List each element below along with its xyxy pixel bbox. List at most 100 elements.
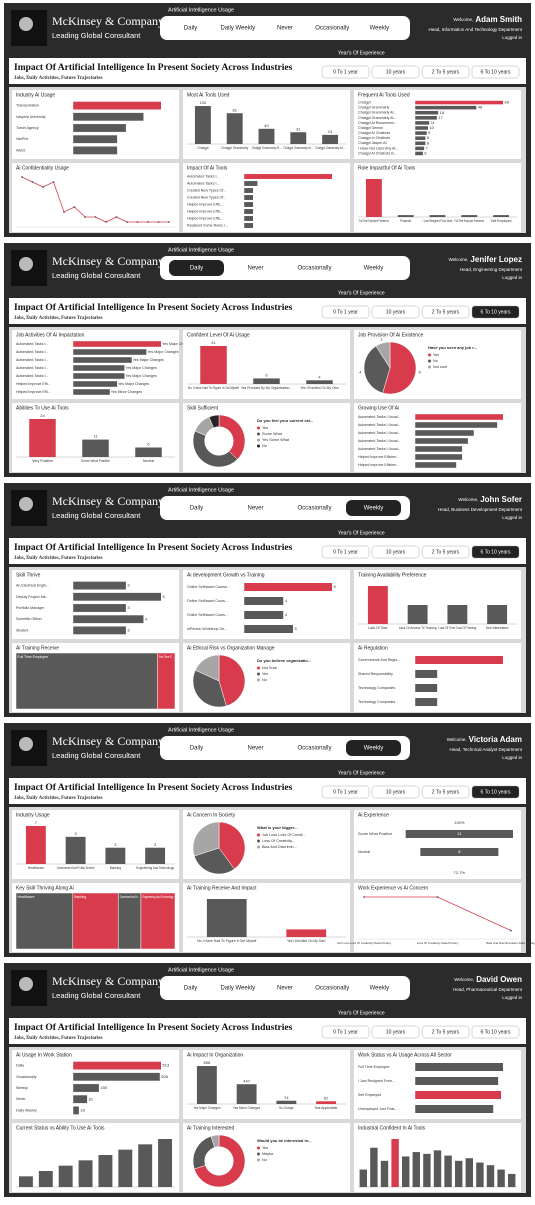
experience-title: Year's Of Experience	[338, 290, 385, 296]
bar	[276, 1100, 297, 1104]
slicer-option[interactable]: Never	[247, 266, 263, 272]
experience-title: Year's Of Experience	[338, 770, 385, 776]
slicer-option[interactable]: Daily	[184, 986, 197, 992]
category-label: Bias And Discrimination Data Privacy	[486, 941, 535, 945]
experience-button[interactable]	[321, 305, 370, 319]
experience-option[interactable]: 10 years	[386, 69, 406, 75]
slicer-option[interactable]: Occasionally	[315, 26, 349, 32]
brand: McKinsey & Company	[52, 14, 164, 28]
user-role: Head, Technical Analyst Department	[450, 747, 523, 752]
slicer-option[interactable]: Weekly	[364, 746, 384, 752]
slicer-option[interactable]: Weekly	[364, 266, 384, 272]
experience-option[interactable]: 0 To 1 year	[333, 549, 358, 555]
experience-option[interactable]: 10 years	[386, 309, 406, 315]
bar	[135, 447, 162, 457]
slicer-option[interactable]: Occasionally	[297, 746, 331, 752]
experience-button[interactable]	[321, 785, 370, 799]
login-status: Logged in	[502, 275, 522, 280]
legend-label: Bias And Discrimin...	[262, 845, 297, 849]
experience-option[interactable]: 0 To 1 year	[333, 1029, 358, 1035]
slicer-option[interactable]: Never	[277, 26, 293, 32]
panel-title: Industrial Confident In Ai Tools	[358, 1125, 426, 1131]
value-label: 513	[163, 1063, 170, 1068]
experience-option[interactable]: 6 To 10 years	[481, 1029, 511, 1035]
experience-option[interactable]: 10 years	[386, 789, 406, 795]
tile-label: Government And Pu...	[120, 895, 140, 899]
slicer-option[interactable]: Weekly	[364, 506, 384, 512]
experience-option[interactable]: 6 To 10 years	[481, 69, 511, 75]
category-label: Loss Of Creativity Data Privacy	[417, 941, 459, 945]
value-label: 10	[429, 125, 434, 130]
slicer-title: Artificial Intelligence Usage	[168, 247, 234, 253]
user-name: Victoria Adam	[469, 735, 522, 744]
slicer-option[interactable]: Occasionally	[315, 986, 349, 992]
experience-button[interactable]	[371, 785, 420, 799]
value-label: 3	[127, 583, 130, 588]
experience-option[interactable]: 2 To 5 years	[432, 549, 460, 555]
experience-option[interactable]: 2 To 5 years	[432, 789, 460, 795]
experience-option[interactable]: 0 To 1 year	[333, 69, 358, 75]
slicer-option[interactable]: Daily	[190, 266, 203, 272]
slicer-option[interactable]: Never	[277, 986, 293, 992]
experience-option[interactable]: 6 To 10 years	[481, 309, 511, 315]
experience-option[interactable]: 10 years	[386, 1029, 406, 1035]
experience-button[interactable]	[421, 305, 470, 319]
slicer-option[interactable]: Daily Weekly	[221, 26, 256, 32]
experience-button[interactable]	[471, 1025, 520, 1039]
bar	[447, 605, 468, 624]
panel-title: Industry Usage	[16, 812, 50, 818]
experience-button[interactable]	[321, 65, 370, 79]
experience-button[interactable]	[321, 545, 370, 559]
experience-button[interactable]	[421, 65, 470, 79]
experience-option[interactable]: 6 To 10 years	[481, 789, 511, 795]
slicer-option[interactable]: Daily	[184, 26, 197, 32]
category-label: Very Positive	[32, 459, 53, 463]
slicer-option[interactable]: Weekly	[370, 986, 390, 992]
experience-button[interactable]	[371, 1025, 420, 1039]
slicer-option[interactable]: Occasionally	[297, 266, 331, 272]
category-label: Self Employed	[491, 219, 512, 223]
slicer-option[interactable]: Never	[247, 746, 263, 752]
experience-button[interactable]	[471, 305, 520, 319]
logo-figure	[19, 977, 33, 991]
experience-button[interactable]	[471, 65, 520, 79]
bar	[476, 1162, 484, 1187]
experience-button[interactable]	[471, 785, 520, 799]
experience-option[interactable]: 6 To 10 years	[481, 549, 511, 555]
point	[363, 896, 365, 898]
legend-swatch	[257, 839, 260, 843]
rate-label: 72.7%	[454, 870, 466, 875]
slice	[218, 654, 246, 707]
value-label: 3	[154, 842, 157, 847]
bar	[65, 836, 86, 864]
experience-option[interactable]: 0 To 1 year	[333, 309, 358, 315]
point	[510, 929, 512, 932]
slicer-option[interactable]: Daily Weekly	[221, 986, 256, 992]
experience-button[interactable]	[371, 65, 420, 79]
experience-button[interactable]	[421, 785, 470, 799]
experience-option[interactable]: 2 To 5 years	[432, 69, 460, 75]
category-label: No Change	[279, 1106, 294, 1110]
bar	[18, 1176, 33, 1187]
experience-button[interactable]	[371, 305, 420, 319]
bar	[415, 1063, 503, 1071]
experience-title: Year's Of Experience	[338, 50, 385, 56]
experience-button[interactable]	[471, 545, 520, 559]
experience-option[interactable]: 2 To 5 years	[432, 309, 460, 315]
experience-option[interactable]: 0 To 1 year	[333, 789, 358, 795]
slicer-option[interactable]: Never	[247, 506, 263, 512]
bar	[244, 181, 258, 186]
experience-button[interactable]	[321, 1025, 370, 1039]
experience-option[interactable]: 10 years	[386, 549, 406, 555]
slicer-option[interactable]: Daily	[190, 506, 203, 512]
experience-option[interactable]: 2 To 5 years	[432, 1029, 460, 1035]
slicer-option[interactable]: Occasionally	[297, 506, 331, 512]
experience-button[interactable]	[371, 545, 420, 559]
slicer-option[interactable]: Daily	[190, 746, 203, 752]
experience-button[interactable]	[421, 1025, 470, 1039]
user-name: David Owen	[476, 975, 522, 984]
slicer-option[interactable]: Weekly	[370, 26, 390, 32]
bar	[420, 848, 499, 856]
experience-button[interactable]	[421, 545, 470, 559]
point	[31, 181, 34, 183]
